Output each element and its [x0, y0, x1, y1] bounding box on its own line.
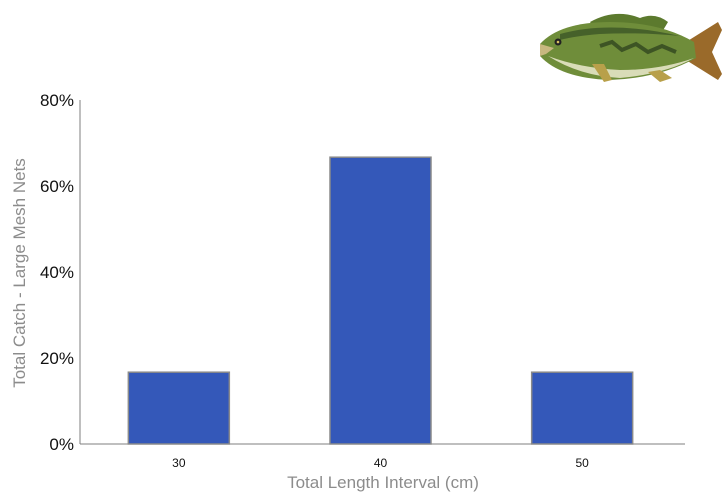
- y-tick-label: 60%: [40, 177, 74, 196]
- bar: [530, 371, 634, 445]
- fish-illustration: [540, 13, 722, 82]
- x-tick-label: 50: [575, 456, 589, 470]
- y-tick-label: 20%: [40, 349, 74, 368]
- x-tick-label: 30: [172, 456, 186, 470]
- y-tick-label: 40%: [40, 263, 74, 282]
- x-tick-labels: 30 40 50: [172, 456, 589, 470]
- x-tick-label: 40: [374, 456, 388, 470]
- y-tick-label: 0%: [49, 435, 74, 454]
- bar: [329, 156, 432, 445]
- y-tick-labels: 0% 20% 40% 60% 80%: [40, 91, 74, 454]
- y-axis-title: Total Catch - Large Mesh Nets: [10, 158, 29, 388]
- bars: [127, 156, 634, 445]
- bar: [127, 371, 231, 445]
- y-tick-label: 80%: [40, 91, 74, 110]
- x-axis-title: Total Length Interval (cm): [287, 473, 479, 492]
